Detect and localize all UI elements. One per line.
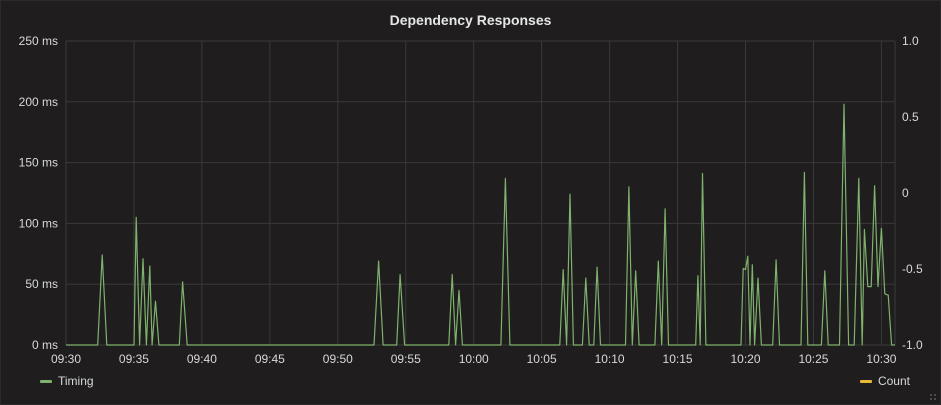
legend-item-timing[interactable]: Timing: [40, 374, 94, 388]
y-left-tick-label: 200 ms: [19, 95, 58, 109]
y-right-tick-label: 0.5: [902, 110, 919, 124]
x-tick-label: 09:40: [187, 352, 217, 366]
y-right-tick-label: 1.0: [902, 34, 919, 48]
y-left-tick-label: 150 ms: [19, 156, 58, 170]
x-tick-label: 09:50: [323, 352, 353, 366]
x-tick-label: 10:10: [595, 352, 625, 366]
y-left-tick-label: 50 ms: [25, 277, 58, 291]
legend-swatch-count: [859, 379, 872, 383]
y-left-tick-label: 0 ms: [32, 338, 58, 352]
x-tick-label: 09:30: [51, 352, 81, 366]
series-group: [66, 103, 895, 346]
y-left-ticks: 0 ms 50 ms 100 ms 150 ms 200 ms 250 ms: [19, 34, 58, 352]
grid: [65, 40, 896, 346]
x-tick-label: 09:35: [119, 352, 149, 366]
panel-title[interactable]: Dependency Responses: [389, 12, 552, 28]
series-line-timing[interactable]: [66, 103, 895, 346]
x-tick-label: 09:55: [391, 352, 421, 366]
x-tick-label: 10:20: [730, 352, 760, 366]
y-right-tick-label: -0.5: [902, 262, 923, 276]
x-tick-label: 10:25: [798, 352, 828, 366]
x-tick-label: 10:00: [459, 352, 489, 366]
legend-label-count: Count: [877, 374, 910, 388]
x-tick-label: 09:45: [255, 352, 285, 366]
y-right-ticks: -1.0 -0.5 0 0.5 1.0: [902, 34, 923, 352]
y-left-tick-label: 100 ms: [19, 216, 58, 230]
legend-label-timing: Timing: [58, 374, 94, 388]
x-tick-label: 10:05: [527, 352, 557, 366]
x-ticks: 09:30 09:35 09:40 09:45 09:50 09:55 10:00 10:05…: [51, 352, 897, 366]
y-right-tick-label: -1.0: [902, 338, 923, 352]
legend-swatch-timing: [40, 379, 52, 383]
x-tick-label: 10:15: [663, 352, 693, 366]
x-tick-label: 10:30: [866, 352, 896, 366]
resize-handle-icon[interactable]: [929, 393, 937, 401]
y-left-tick-label: 250 ms: [19, 34, 58, 48]
y-right-tick-label: 0: [902, 186, 909, 200]
legend-item-count[interactable]: Count: [859, 374, 910, 388]
